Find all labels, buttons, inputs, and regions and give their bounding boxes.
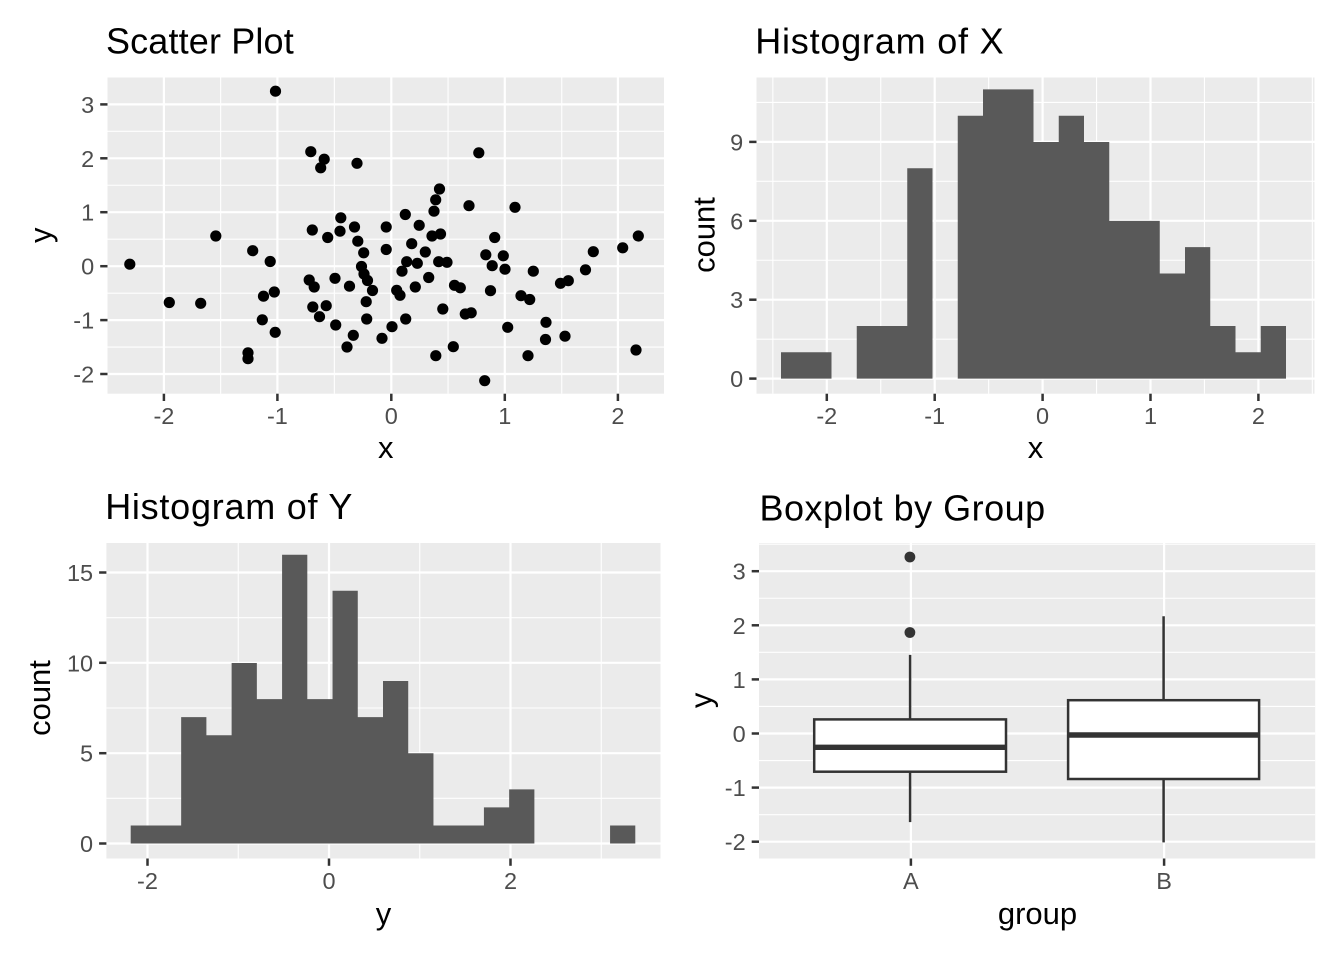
svg-text:2: 2 — [611, 403, 624, 429]
svg-text:-1: -1 — [725, 775, 746, 801]
svg-text:0: 0 — [80, 831, 93, 857]
svg-text:Histogram of Y: Histogram of Y — [105, 486, 353, 527]
svg-text:2: 2 — [504, 868, 517, 894]
svg-text:x: x — [378, 430, 394, 465]
svg-text:Histogram of X: Histogram of X — [755, 21, 1004, 62]
svg-text:y: y — [376, 896, 392, 931]
svg-text:0: 0 — [730, 366, 743, 392]
svg-text:-1: -1 — [73, 308, 94, 334]
svg-text:2: 2 — [733, 613, 746, 639]
svg-text:-2: -2 — [816, 403, 837, 429]
svg-text:0: 0 — [81, 254, 94, 280]
svg-text:0: 0 — [1036, 403, 1049, 429]
svg-text:x: x — [1028, 430, 1044, 465]
svg-text:5: 5 — [80, 741, 93, 767]
svg-text:3: 3 — [733, 559, 746, 585]
svg-text:9: 9 — [730, 129, 743, 155]
svg-text:Boxplot by Group: Boxplot by Group — [760, 488, 1046, 529]
svg-text:y: y — [23, 227, 58, 243]
svg-text:-2: -2 — [153, 403, 174, 429]
svg-text:B: B — [1156, 868, 1172, 894]
svg-text:3: 3 — [81, 92, 94, 118]
svg-text:count: count — [22, 660, 57, 736]
svg-text:2: 2 — [81, 146, 94, 172]
svg-text:15: 15 — [67, 560, 93, 586]
svg-text:1: 1 — [1144, 403, 1157, 429]
svg-text:-2: -2 — [137, 868, 158, 894]
svg-text:-1: -1 — [267, 403, 288, 429]
svg-text:-1: -1 — [924, 403, 945, 429]
svg-text:1: 1 — [81, 200, 94, 226]
svg-text:6: 6 — [730, 208, 743, 234]
svg-text:group: group — [998, 896, 1077, 931]
svg-text:y: y — [684, 692, 719, 708]
svg-text:A: A — [903, 868, 919, 894]
svg-text:3: 3 — [730, 287, 743, 313]
svg-text:Scatter Plot: Scatter Plot — [106, 21, 294, 62]
svg-text:0: 0 — [733, 721, 746, 747]
svg-text:-2: -2 — [725, 829, 746, 855]
svg-text:2: 2 — [1252, 403, 1265, 429]
svg-text:0: 0 — [385, 403, 398, 429]
svg-text:-2: -2 — [73, 362, 94, 388]
svg-text:0: 0 — [322, 868, 335, 894]
svg-text:10: 10 — [67, 650, 93, 676]
svg-text:count: count — [687, 197, 722, 273]
svg-text:1: 1 — [498, 403, 511, 429]
svg-text:1: 1 — [733, 667, 746, 693]
